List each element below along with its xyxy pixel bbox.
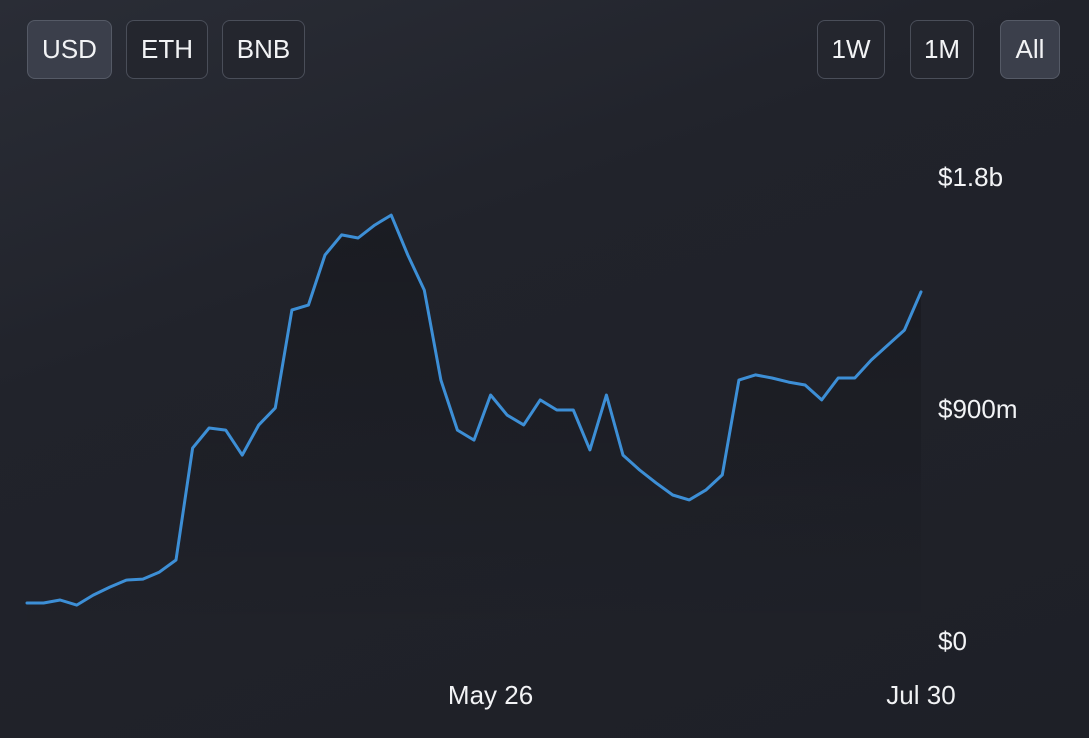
x-tick-label: Jul 30	[886, 680, 955, 710]
toggle-button[interactable]: USD	[27, 20, 112, 79]
y-tick-label: $0	[938, 626, 967, 656]
price-line	[25, 213, 923, 607]
x-tick-label: May 26	[448, 680, 533, 710]
area-fill	[27, 215, 921, 643]
toggle-button[interactable]: BNB	[222, 20, 305, 79]
toggle-button[interactable]: 1M	[910, 20, 974, 79]
y-tick-label: $1.8b	[938, 162, 1003, 192]
toggle-button[interactable]: All	[1000, 20, 1060, 79]
toggle-button[interactable]: ETH	[126, 20, 208, 79]
toggle-button[interactable]: 1W	[817, 20, 885, 79]
y-tick-label: $900m	[938, 394, 1018, 424]
